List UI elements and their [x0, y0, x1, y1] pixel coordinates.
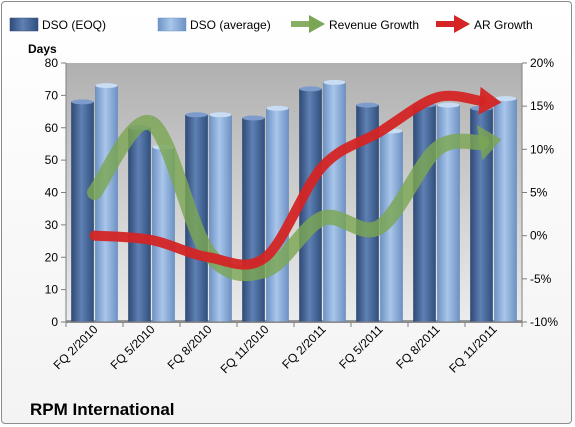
y2-tick-label: 20% [530, 56, 554, 70]
y-tick-label: 60 [45, 121, 59, 135]
legend-label-ar-growth: AR Growth [474, 18, 533, 32]
bar-dso-average-fq-11-2011 [494, 98, 517, 323]
y2-tick-label: -10% [530, 315, 558, 329]
x-tick-label-fq-5-2011: FQ 5/2011 [336, 322, 386, 372]
y2-tick-label: 0% [530, 229, 548, 243]
y-tick-label: 80 [45, 56, 59, 70]
y-tick-label: 70 [45, 88, 59, 102]
y2-tick-label: 10% [530, 142, 554, 156]
arrowhead-ar-growth [478, 86, 502, 115]
legend-label-dso-eoq: DSO (EOQ) [42, 18, 106, 32]
legend-arrow-revenue-growth [291, 15, 325, 33]
legend-swatch-dso-average [157, 17, 187, 32]
bar-dso-eoq-fq-8-2011 [413, 104, 436, 323]
line-ar-growth [89, 90, 487, 270]
y-tick-label: 30 [45, 218, 59, 232]
x-tick-label-fq-11-2011: FQ 11/2011 [446, 322, 500, 376]
bar-dso-average-fq-2-2010 [95, 85, 118, 323]
bar-top-dso-eoq-fq-2-2010 [71, 99, 94, 105]
y-tick-label: 50 [45, 153, 59, 167]
bar-dso-average-fq-8-2010 [209, 114, 232, 323]
arrowhead-revenue-growth [476, 124, 502, 161]
bar-top-dso-eoq-fq-11-2010 [242, 115, 265, 121]
x-tick-label-fq-8-2011: FQ 8/2011 [393, 322, 443, 372]
bar-dso-eoq-fq-2-2010 [71, 101, 94, 323]
x-tick-label-fq-8-2010: FQ 8/2010 [165, 322, 215, 372]
bar-top-dso-average-fq-2-2010 [95, 83, 118, 89]
y2-tick-label: 5% [530, 186, 548, 200]
bar-top-dso-eoq-fq-2-2011 [299, 86, 322, 92]
y2-tick-label: 15% [530, 99, 554, 113]
legend-arrow-ar-growth [436, 15, 470, 33]
line-revenue-growth [87, 115, 490, 282]
bar-dso-average-fq-11-2010 [266, 108, 289, 323]
y-tick-label: 10 [45, 283, 59, 297]
legend-label-revenue-growth: Revenue Growth [329, 18, 419, 32]
bar-top-dso-average-fq-2-2011 [323, 79, 346, 85]
bar-dso-eoq-fq-5-2010 [128, 127, 151, 323]
legend-swatch-dso-eoq [9, 17, 39, 32]
legend-label-dso-average: DSO (average) [190, 18, 271, 32]
y-tick-label: 0 [51, 315, 58, 329]
bar-top-dso-average-fq-11-2010 [266, 105, 289, 111]
x-tick-label-fq-11-2010: FQ 11/2010 [218, 322, 272, 376]
x-tick-label-fq-5-2010: FQ 5/2010 [108, 322, 158, 372]
bar-top-dso-average-fq-8-2010 [209, 112, 232, 118]
x-tick-label-fq-2-2011: FQ 2/2011 [279, 322, 329, 372]
x-tick-label-fq-2-2010: FQ 2/2010 [51, 322, 101, 372]
bar-top-dso-eoq-fq-5-2011 [356, 102, 379, 108]
bar-top-dso-average-fq-8-2011 [437, 102, 460, 108]
chart-title: RPM International [30, 400, 175, 419]
bar-dso-eoq-fq-11-2010 [242, 117, 265, 323]
y-tick-label: 40 [45, 186, 59, 200]
y-tick-label: 20 [45, 250, 59, 264]
y-axis-label: Days [28, 42, 57, 56]
bar-top-dso-eoq-fq-8-2010 [185, 112, 208, 118]
bar-dso-average-fq-2-2011 [323, 82, 346, 323]
y2-tick-label: -5% [530, 272, 552, 286]
bar-top-dso-average-fq-11-2011 [494, 96, 517, 102]
